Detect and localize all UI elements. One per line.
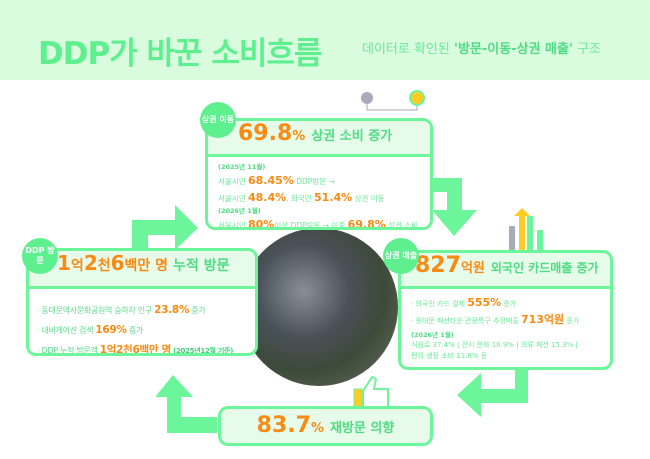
page-title: DDP가 바꾼 소비흐름 — [38, 36, 322, 72]
bar-chart-icon — [509, 208, 543, 250]
arrow-left-icon — [457, 365, 528, 417]
location-pin-icon — [361, 90, 425, 111]
card-foreign-card-sales: 827 억원 외국인 카드매출 증가 · 외국인 카드 결제 555% 증가 · 동… — [398, 250, 613, 370]
badge-commerce-sales: 상권 매출 — [383, 238, 419, 274]
visit-stat-station: · 동대문역사문화공원역 승하차 인구 23.8% 증가 — [37, 304, 206, 316]
card-commerce-consumption: 69.8% 상권 소비 증가 (2025년 11월) 서울시민 68.45% DD… — [205, 118, 433, 230]
ddp-aerial-photo — [240, 228, 398, 386]
arrow-up-right-icon — [132, 205, 198, 255]
header-band: DDP가 바꾼 소비흐름 데이터로 확인된 '방문-이동-상권 매출' 구조 — [0, 0, 650, 80]
arrow-up-left-icon — [155, 375, 217, 433]
card-cumulative-visits: 1 억 2 천 6 백만 명 누적 방문 · 동대문역사문화공원역 승하차 인구 23.8%… — [26, 248, 258, 356]
visit-stat-navigation: · 내비게이션 검색 169% 증가 — [37, 323, 144, 336]
card-revisit-intent: 83.7% 재방문 의향 — [218, 406, 433, 446]
badge-ddp-visit: DDP 방문 — [22, 238, 58, 274]
visit-stat-cumulative: · DDP 누적 방문객 1억2천6백만 명 (2025년12월 기준) — [37, 343, 234, 356]
page-subtitle: 데이터로 확인된 '방문-이동-상권 매출' 구조 — [362, 42, 602, 57]
arrow-down-icon — [432, 178, 477, 236]
badge-commerce-move: 상권 이동 — [200, 102, 236, 138]
